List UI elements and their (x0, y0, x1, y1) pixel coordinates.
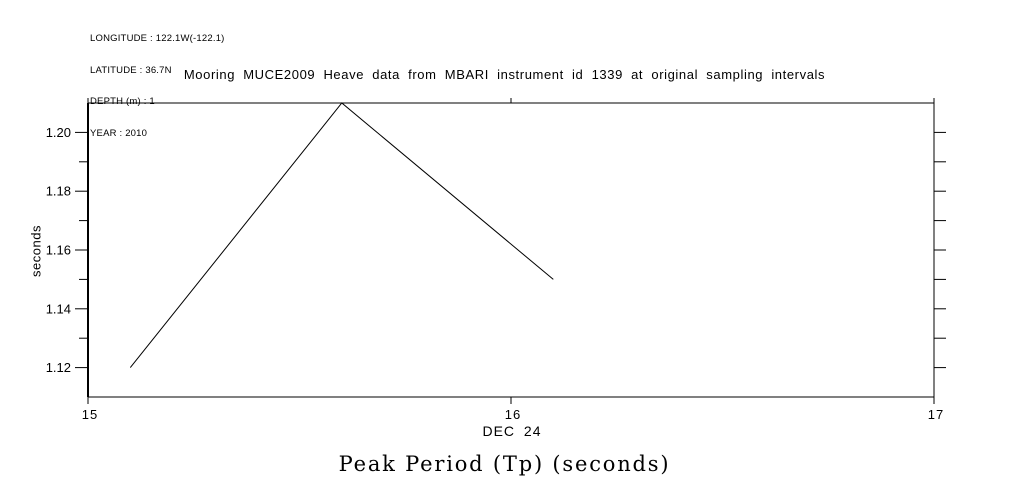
metadata-latitude: LATITUDE : 36.7N (90, 64, 172, 76)
metadata-year: YEAR : 2010 (90, 127, 148, 139)
x-tick-label: 17 (928, 407, 944, 422)
metadata-depth: DEPTH (m) : 1 (90, 96, 155, 107)
plot-border (87, 102, 935, 398)
y-tick-label: 1.16 (46, 243, 71, 258)
chart-title: Mooring MUCE2009 Heave data from MBARI i… (183, 67, 826, 82)
x-axis-date-label: DEC 24 (482, 423, 542, 439)
chart-footer-title: Peak Period (Tp) (seconds) (338, 452, 671, 476)
y-tick-label: 1.18 (46, 184, 71, 199)
y-tick-label: 1.12 (46, 360, 71, 375)
y-tick-label: 1.14 (46, 301, 71, 316)
data-line-peak-period (129, 102, 554, 368)
x-tick-label: 16 (505, 407, 521, 422)
metadata-longitude: LONGITUDE : 122.1W(-122.1) (90, 33, 225, 44)
station-metadata: LONGITUDE : 122.1W(-122.1) LATITUDE : 36… (90, 13, 225, 160)
x-tick-label: 15 (82, 407, 98, 422)
y-tick-label: 1.20 (46, 125, 71, 140)
